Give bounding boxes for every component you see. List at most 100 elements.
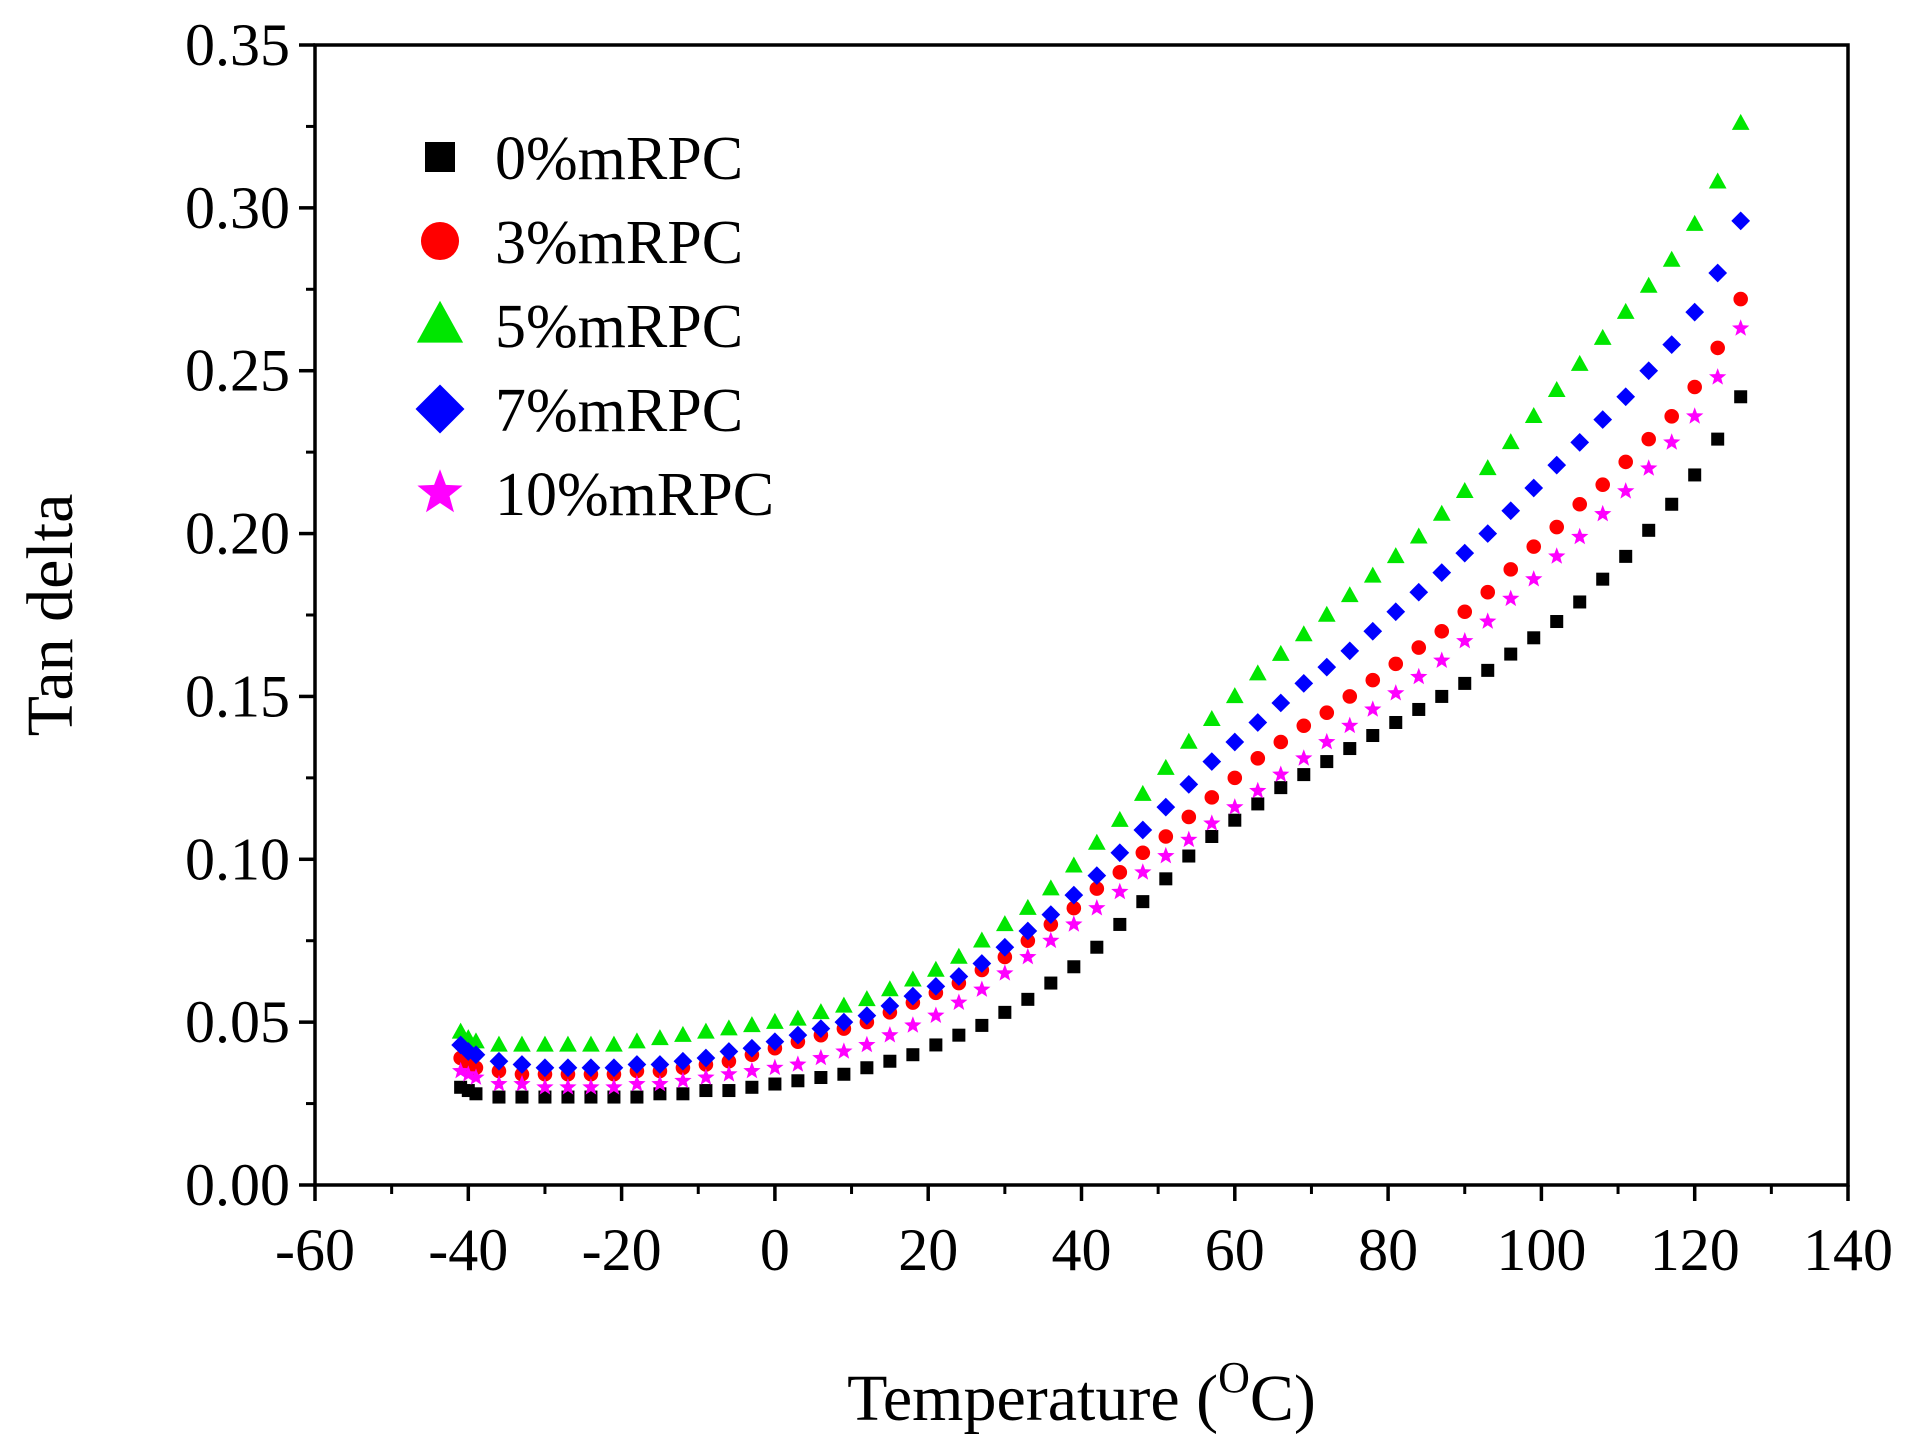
data-point <box>904 971 922 987</box>
legend-marker <box>417 301 463 343</box>
data-point <box>835 997 853 1013</box>
data-point <box>490 1036 508 1052</box>
data-point <box>1042 879 1060 895</box>
data-point <box>1067 960 1080 973</box>
data-point <box>766 1059 783 1076</box>
x-tick-label: 60 <box>1205 1217 1265 1283</box>
y-tick-label: 0.00 <box>185 1152 290 1218</box>
data-point <box>1686 407 1703 424</box>
data-point <box>1203 814 1220 830</box>
data-point <box>1455 544 1474 563</box>
data-point <box>1458 677 1471 690</box>
data-point <box>789 1055 806 1071</box>
data-point <box>1593 410 1612 429</box>
x-tick-label: 80 <box>1358 1217 1418 1283</box>
data-point <box>814 1071 827 1084</box>
data-point <box>1272 766 1289 783</box>
data-point <box>906 1048 919 1061</box>
data-point <box>1021 993 1034 1006</box>
chart-container: -60 -40 -20 0 20 40 60 80 100 120 140 0.00 0.05 0.10 0… <box>0 0 1910 1451</box>
data-point <box>1687 380 1702 395</box>
data-point <box>1364 567 1382 583</box>
data-point <box>1226 798 1243 814</box>
y-tick-label: 0.05 <box>185 989 290 1055</box>
data-point <box>745 1081 758 1094</box>
data-point <box>1341 586 1359 602</box>
data-point <box>1435 690 1448 703</box>
data-point <box>1456 482 1474 498</box>
data-point <box>1271 694 1290 713</box>
data-point <box>1203 710 1221 726</box>
data-point <box>1527 631 1540 644</box>
data-point <box>722 1084 735 1097</box>
data-point <box>1156 798 1175 817</box>
data-point <box>1342 689 1357 704</box>
x-tick-label: 40 <box>1052 1217 1112 1283</box>
data-point <box>1295 625 1313 641</box>
data-point <box>1228 814 1241 827</box>
data-point <box>1365 673 1380 688</box>
data-point <box>1248 713 1267 732</box>
data-point <box>674 1026 692 1042</box>
data-point <box>1274 735 1289 750</box>
data-point <box>1572 497 1587 512</box>
data-point <box>1065 857 1083 873</box>
data-point <box>1709 368 1726 385</box>
data-point <box>559 1036 577 1052</box>
data-point <box>1502 433 1520 449</box>
data-point <box>1547 456 1566 475</box>
data-point <box>1571 528 1588 545</box>
data-point <box>1389 716 1402 729</box>
legend-label: 3%mRPC <box>495 209 743 277</box>
data-point <box>1616 387 1635 406</box>
data-point <box>952 1029 965 1042</box>
legend-marker <box>417 469 462 512</box>
data-point <box>1226 687 1244 703</box>
data-point <box>1320 755 1333 768</box>
data-point <box>1134 785 1152 801</box>
data-point <box>1113 865 1128 880</box>
data-point <box>1159 829 1174 844</box>
data-point <box>1180 733 1198 749</box>
data-point <box>1662 335 1681 354</box>
data-point <box>1571 355 1589 371</box>
data-point <box>1733 292 1748 307</box>
data-point <box>1481 664 1494 677</box>
data-point <box>1595 477 1610 492</box>
data-point <box>1524 479 1543 498</box>
data-point <box>975 1019 988 1032</box>
data-point <box>720 1019 738 1035</box>
data-point <box>1617 303 1635 319</box>
data-point <box>1570 433 1589 452</box>
data-point <box>1594 329 1612 345</box>
data-point <box>1018 922 1037 941</box>
data-point <box>1064 886 1083 905</box>
data-point <box>605 1036 623 1052</box>
data-point <box>1042 932 1059 949</box>
data-point <box>1503 562 1518 577</box>
data-point <box>743 1062 760 1079</box>
data-point <box>1297 718 1312 733</box>
data-point <box>1228 771 1243 786</box>
data-point <box>835 1042 852 1058</box>
data-point <box>996 964 1013 980</box>
data-point <box>536 1036 554 1052</box>
data-point <box>927 1007 944 1024</box>
data-point <box>1113 918 1126 931</box>
data-point <box>1410 528 1428 544</box>
tan-delta-chart: -60 -40 -20 0 20 40 60 80 100 120 1400.000.050.100… <box>0 0 1910 1451</box>
data-point <box>1457 604 1472 619</box>
data-point <box>998 1006 1011 1019</box>
data-point <box>995 938 1014 957</box>
data-point <box>1525 570 1542 586</box>
data-point <box>1182 850 1195 863</box>
data-point <box>1205 790 1220 805</box>
data-point <box>1318 733 1335 750</box>
data-point <box>1548 547 1565 563</box>
data-point <box>812 1049 829 1065</box>
data-point <box>904 1016 921 1033</box>
data-point <box>469 1087 482 1100</box>
legend-label: 0%mRPC <box>495 125 743 193</box>
y-tick-label: 0.35 <box>185 12 290 78</box>
data-point <box>1341 717 1358 734</box>
